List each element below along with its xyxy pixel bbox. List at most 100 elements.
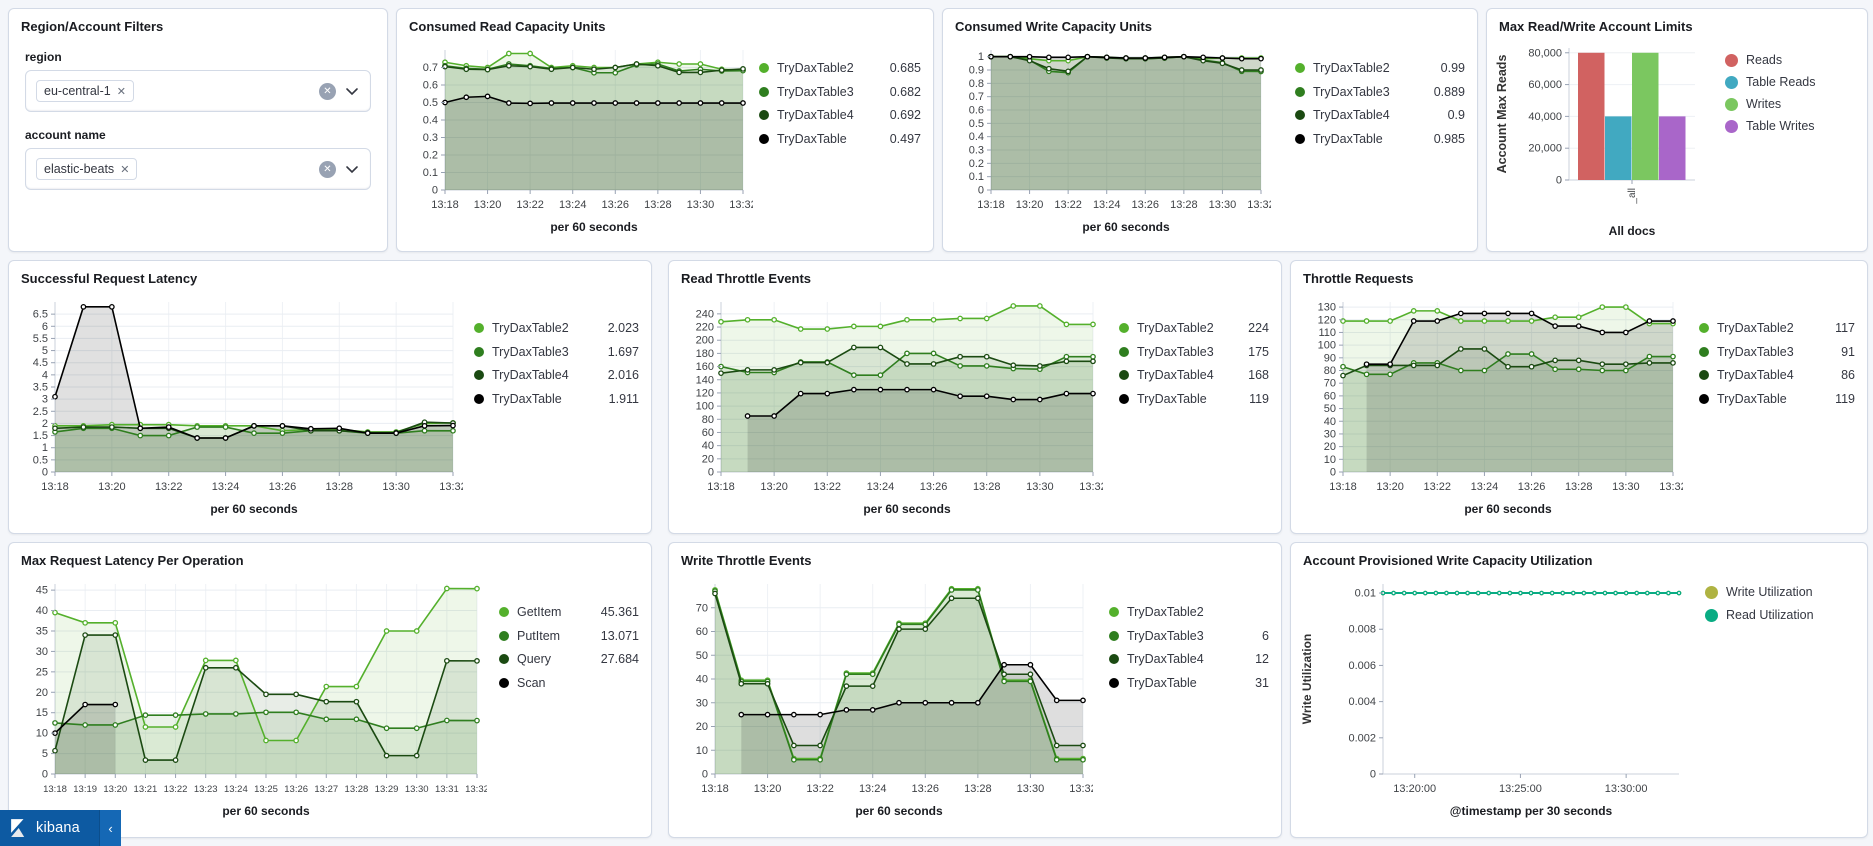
svg-text:45: 45	[36, 585, 48, 597]
svg-text:60: 60	[702, 427, 714, 439]
svg-text:13:32: 13:32	[439, 481, 463, 493]
region-clear-icon[interactable]: ✕	[319, 82, 336, 100]
legend-color-dot	[1295, 86, 1305, 97]
collapse-nav-button[interactable]: ‹	[99, 810, 121, 846]
legend-item-trydaxtable[interactable]: TryDaxTable 0.985	[1295, 132, 1465, 146]
legend-item-trydaxtable4[interactable]: TryDaxTable4 12	[1109, 653, 1269, 666]
legend-item-trydaxtable3[interactable]: TryDaxTable3 91	[1699, 345, 1855, 359]
legend-value: 0.889	[1433, 84, 1465, 99]
legend-item-trydaxtable3[interactable]: TryDaxTable3 1.697	[474, 345, 639, 359]
svg-text:80: 80	[702, 414, 714, 426]
legend-item-trydaxtable2[interactable]: TryDaxTable2 2.023	[474, 322, 639, 335]
svg-text:0: 0	[702, 769, 708, 781]
legend-color-dot	[1699, 370, 1709, 381]
account-name-combobox[interactable]: elastic-beats ✕ ✕	[25, 148, 371, 190]
region-tag-remove-icon[interactable]: ✕	[116, 85, 126, 98]
account-name-tag-remove-icon[interactable]: ✕	[120, 163, 130, 176]
legend-color-dot	[1295, 63, 1305, 74]
legend-color-dot	[1119, 393, 1129, 404]
legend-item-putitem[interactable]: PutItem 13.071	[499, 629, 639, 643]
legend-item-scan[interactable]: Scan	[499, 676, 639, 690]
svg-text:0.8: 0.8	[969, 78, 984, 90]
legend-item-trydaxtable4[interactable]: TryDaxTable4 0.692	[759, 109, 921, 122]
svg-text:13:20:00: 13:20:00	[1393, 783, 1436, 795]
max-request-latency-chart-canvas[interactable]: 0 5 10 15 20 25 30 35 40 45 13:18 13:19 13:20 13:21 13…	[15, 570, 487, 822]
svg-text:0.7: 0.7	[969, 91, 984, 103]
region-chevron-down-icon[interactable]	[344, 83, 360, 99]
legend-item-query[interactable]: Query 27.684	[499, 653, 639, 666]
legend-item-write-utilization[interactable]: Write Utilization	[1705, 586, 1855, 599]
svg-text:0: 0	[1556, 175, 1562, 187]
legend-label: Writes	[1746, 97, 1782, 112]
kibana-logo-icon	[11, 819, 25, 837]
legend-item-trydaxtable2[interactable]: TryDaxTable2 117	[1699, 322, 1855, 335]
legend-item-trydaxtable3[interactable]: TryDaxTable3 6	[1109, 629, 1269, 643]
legend-value: 168	[1248, 368, 1269, 382]
legend-item-trydaxtable[interactable]: TryDaxTable 119	[1119, 392, 1269, 406]
legend-item-trydaxtable[interactable]: TryDaxTable 1.911	[474, 392, 639, 406]
legend-item-trydaxtable2[interactable]: TryDaxTable2 0.99	[1295, 62, 1465, 75]
account-name-clear-icon[interactable]: ✕	[319, 160, 336, 178]
legend-item-trydaxtable[interactable]: TryDaxTable 31	[1109, 676, 1269, 690]
svg-text:13:28: 13:28	[973, 481, 1001, 493]
consumed-write-chart-canvas[interactable]: 0 0.10.20.3 0.40.50.6 0.70.80.9 1 13:18 13:20 1…	[949, 36, 1271, 238]
legend-item-trydaxtable4[interactable]: TryDaxTable4 168	[1119, 369, 1269, 382]
legend-item-writes[interactable]: Writes	[1725, 98, 1855, 111]
legend-item-table-writes[interactable]: Table Writes	[1725, 120, 1855, 133]
svg-text:13:22: 13:22	[1424, 481, 1452, 493]
write-capacity-utilization-chart-canvas[interactable]: 0 0.002 0.004 0.006 0.008 0.01 13:20:00 13:25:0…	[1297, 570, 1689, 822]
legend-item-trydaxtable4[interactable]: TryDaxTable4 0.9	[1295, 109, 1465, 122]
legend-value: 0.685	[889, 61, 921, 75]
region-combobox[interactable]: eu-central-1 ✕ ✕	[25, 70, 371, 112]
chart-legend: Write Utilization Read Utilization	[1705, 570, 1855, 822]
svg-text:13:28: 13:28	[345, 784, 369, 795]
panel-title: Consumed Read Capacity Units	[409, 19, 606, 34]
svg-text:4: 4	[42, 369, 48, 381]
legend-item-trydaxtable3[interactable]: TryDaxTable3 0.889	[1295, 84, 1465, 99]
collapse-chevron-icon: ‹	[108, 820, 113, 836]
svg-text:13:18: 13:18	[431, 199, 459, 211]
svg-text:per 60 seconds: per 60 seconds	[550, 220, 638, 234]
legend-color-dot	[759, 133, 769, 144]
legend-value: 45.361	[600, 605, 639, 619]
legend-item-table-reads[interactable]: Table Reads	[1725, 76, 1855, 89]
legend-item-trydaxtable3[interactable]: TryDaxTable3 0.682	[759, 85, 921, 99]
legend-item-reads[interactable]: Reads	[1725, 54, 1855, 67]
write-throttle-events-chart-canvas[interactable]: 0 10 20 30 40 50 60 70 13:18 13:20 13:22 13:24 13:26…	[675, 570, 1093, 822]
legend-item-read-utilization[interactable]: Read Utilization	[1705, 609, 1855, 622]
legend-item-getitem[interactable]: GetItem 45.361	[499, 606, 639, 619]
svg-text:0.008: 0.008	[1348, 624, 1376, 636]
consumed-read-chart-canvas[interactable]: 0 0.1 0.2 0.3 0.4 0.5 0.6 0.7 13:18 13:20 13:22 13:…	[403, 36, 753, 238]
legend-item-trydaxtable4[interactable]: TryDaxTable4 86	[1699, 369, 1855, 382]
svg-text:13:30: 13:30	[687, 199, 715, 211]
legend-item-trydaxtable2[interactable]: TryDaxTable2	[1109, 606, 1269, 619]
max-limits-chart-canvas[interactable]: 0 20,000 40,000 60,000 80,000 _all All docs Acc…	[1493, 36, 1703, 242]
legend-label: Write Utilization	[1726, 585, 1813, 600]
svg-text:0.3: 0.3	[969, 145, 984, 157]
chart-legend: TryDaxTable2 117 TryDaxTable3 91 TryDaxTable…	[1699, 288, 1855, 520]
svg-text:20: 20	[696, 721, 708, 733]
legend-item-trydaxtable2[interactable]: TryDaxTable2 0.685	[759, 62, 921, 75]
account-name-chevron-down-icon[interactable]	[344, 161, 360, 177]
legend-item-trydaxtable[interactable]: TryDaxTable 119	[1699, 392, 1855, 406]
svg-text:13:25: 13:25	[254, 784, 278, 795]
svg-text:13:22: 13:22	[164, 784, 188, 795]
legend-item-trydaxtable3[interactable]: TryDaxTable3 175	[1119, 345, 1269, 359]
successful-request-latency-chart-canvas[interactable]: 00.511.522.533.544.555.566.5 13:18 13:20 13…	[15, 288, 463, 520]
series-TryDaxTable	[988, 53, 1264, 62]
svg-text:13:31: 13:31	[435, 784, 459, 795]
svg-text:13:28: 13:28	[1170, 199, 1198, 211]
svg-text:13:26: 13:26	[284, 784, 308, 795]
svg-text:13:26: 13:26	[269, 481, 297, 493]
svg-text:5: 5	[42, 748, 48, 760]
panel-write-throttle-events: Write Throttle Events 0 10 20 30 40 50 60 70 13:…	[668, 542, 1282, 838]
legend-item-trydaxtable[interactable]: TryDaxTable 0.497	[759, 132, 921, 146]
svg-text:100: 100	[1318, 340, 1336, 352]
svg-text:40,000: 40,000	[1528, 111, 1562, 123]
legend-item-trydaxtable2[interactable]: TryDaxTable2 224	[1119, 322, 1269, 335]
svg-text:13:22: 13:22	[155, 481, 183, 493]
chart-legend: GetItem 45.361 PutItem 13.071 Query 27.684 Sca…	[499, 570, 639, 822]
legend-item-trydaxtable4[interactable]: TryDaxTable4 2.016	[474, 369, 639, 382]
